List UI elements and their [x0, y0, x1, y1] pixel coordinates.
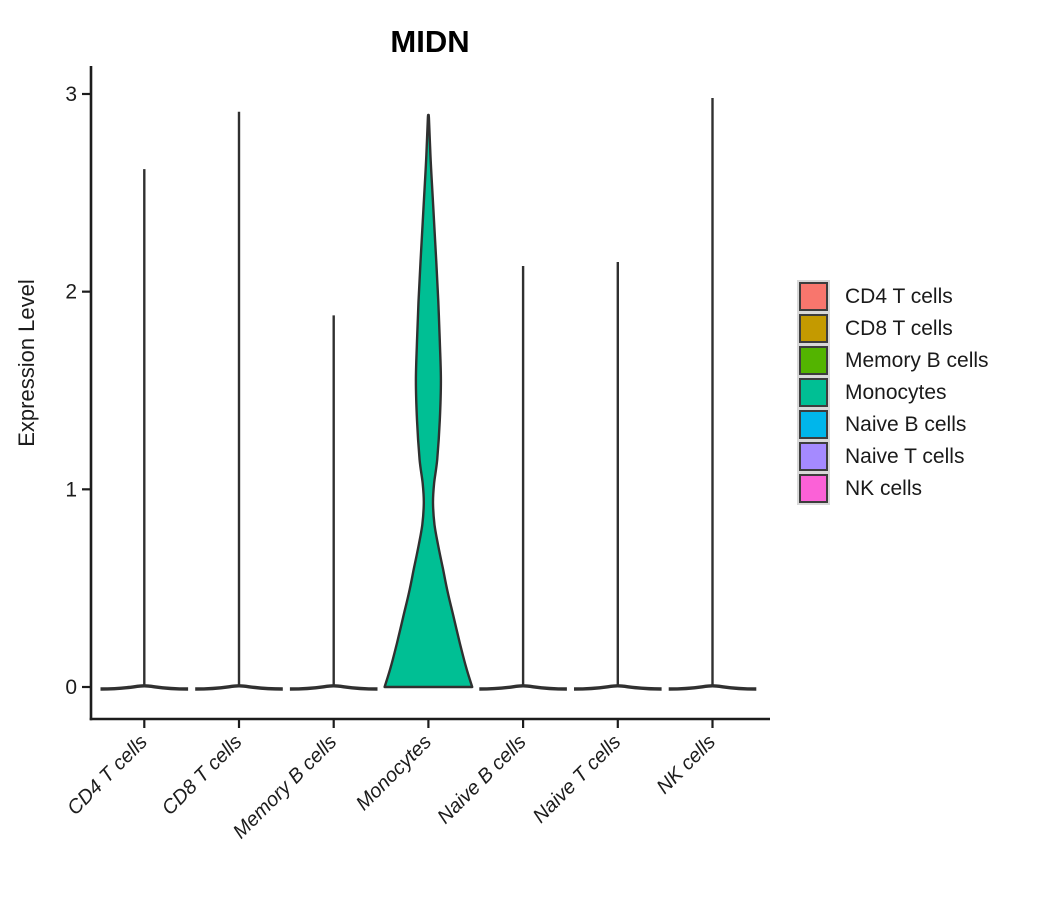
legend-swatch-icon	[799, 442, 828, 471]
y-tick-label: 3	[65, 83, 77, 106]
legend-item: Memory B cells	[799, 346, 989, 375]
x-tick-label: CD8 T cells	[158, 731, 247, 820]
legend-swatch-icon	[799, 474, 828, 503]
x-tick-label: Naive B cells	[433, 731, 530, 828]
x-tick-label: Monocytes	[352, 731, 436, 815]
legend-swatch-icon	[799, 378, 828, 407]
plot-area	[100, 97, 757, 691]
y-tick-label: 2	[65, 281, 77, 304]
legend-item: CD4 T cells	[799, 282, 989, 311]
legend-label: CD8 T cells	[845, 316, 953, 340]
y-tick-label: 0	[65, 676, 77, 699]
x-tick-label: NK cells	[653, 731, 720, 798]
legend-label: CD4 T cells	[845, 284, 953, 308]
y-axis-label: Expression Level	[14, 279, 39, 447]
legend-swatch-icon	[799, 314, 828, 343]
legend-item: NK cells	[799, 474, 989, 503]
violin-monocytes	[383, 113, 474, 689]
legend-item: Monocytes	[799, 378, 989, 407]
legend-label: Naive T cells	[845, 444, 965, 468]
legend-swatch-icon	[799, 410, 828, 439]
legend-swatch-icon	[799, 282, 828, 311]
x-tick-label: Naive T cells	[529, 731, 626, 828]
x-tick-label: Memory B cells	[229, 731, 341, 843]
legend-item: Naive B cells	[799, 410, 989, 439]
legend-item: Naive T cells	[799, 442, 989, 471]
chart-title: MIDN	[390, 24, 469, 59]
legend: CD4 T cells CD8 T cells Memory B cells Mono…	[799, 282, 989, 506]
legend-swatch-icon	[799, 346, 828, 375]
legend-label: Naive B cells	[845, 412, 967, 436]
legend-item: CD8 T cells	[799, 314, 989, 343]
y-tick-label: 1	[65, 478, 77, 501]
legend-label: Memory B cells	[845, 348, 989, 372]
x-tick-label: CD4 T cells	[63, 731, 152, 820]
legend-label: Monocytes	[845, 380, 947, 404]
legend-label: NK cells	[845, 476, 923, 500]
